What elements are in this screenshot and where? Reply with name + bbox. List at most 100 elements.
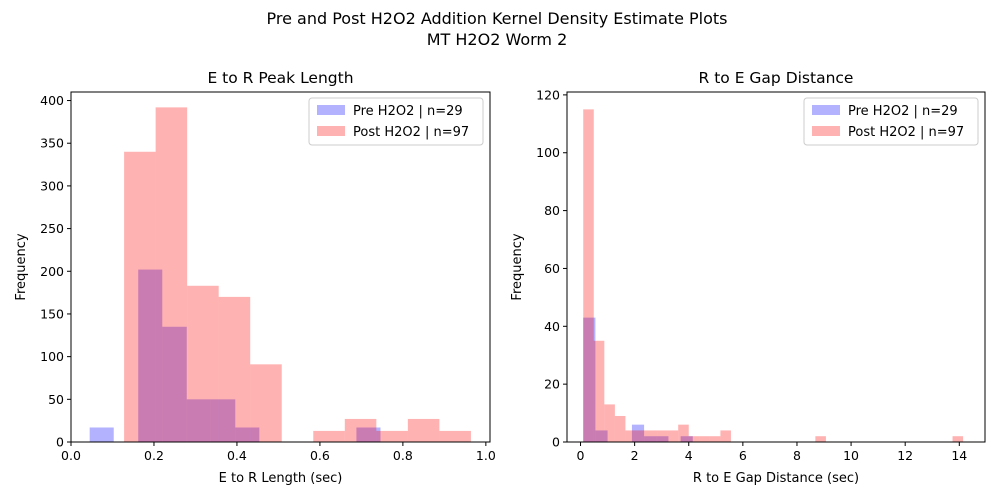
bar-pre-3	[162, 326, 187, 442]
legend-swatch-pre	[812, 105, 840, 115]
bar-post-1	[155, 107, 188, 443]
legend-box	[803, 97, 979, 146]
bar-pre-0	[89, 427, 114, 442]
legend-swatch-post	[317, 126, 345, 136]
bar-post-3	[614, 415, 626, 442]
bar-post-0	[583, 109, 594, 443]
bar-post-13	[720, 430, 731, 442]
y-tick-label: 150	[40, 306, 64, 321]
y-tick-label: 40	[544, 319, 560, 334]
legend-swatch-post	[812, 126, 840, 136]
bar-post-8	[376, 430, 408, 442]
x-tick-label: 0.4	[227, 448, 247, 463]
legend-label-post: Post H2O2 | n=97	[353, 125, 469, 140]
x-tick-label: 0.6	[310, 448, 330, 463]
bar-pre-5	[644, 436, 657, 442]
axes-frame	[70, 91, 491, 443]
x-tick-label: 1.0	[476, 448, 496, 463]
y-tick-label: 250	[40, 221, 64, 236]
legend-label-post: Post H2O2 | n=97	[848, 125, 964, 140]
y-tick-label: 120	[536, 87, 560, 102]
y-tick-label: 100	[536, 145, 560, 160]
bar-pre-4	[631, 424, 645, 442]
bar-post-3	[218, 296, 251, 442]
chart-panel-2: 0 2 4 6 8 10 12 14 0 20 40 60 80 100 120 R to E Gap Dis…	[510, 69, 986, 486]
x-axis-label: E to R Length (sec)	[219, 471, 343, 486]
bar-pre-2	[138, 269, 163, 442]
bar-post-5	[635, 430, 647, 442]
bar-post-7	[344, 418, 377, 442]
bar-post-10	[439, 430, 471, 442]
x-tick-label: 6	[739, 448, 747, 463]
x-tick-label: 0.8	[393, 448, 413, 463]
y-tick-label: 300	[40, 178, 64, 193]
y-tick-label: 60	[544, 261, 560, 276]
bar-pre-5	[210, 399, 236, 442]
bar-post-8	[667, 430, 679, 442]
series-post	[124, 107, 471, 443]
bar-post-15	[952, 436, 964, 442]
bar-pre-8	[680, 436, 693, 442]
y-tick-label: 50	[48, 392, 64, 407]
figure-title-line2: MT H2O2 Worm 2	[427, 30, 568, 49]
bar-pre-1	[595, 430, 608, 442]
bar-post-11	[699, 436, 710, 442]
y-tick-label: 400	[40, 93, 64, 108]
bar-post-6	[313, 430, 345, 442]
bar-post-4	[250, 364, 282, 442]
x-tick-label: 8	[793, 448, 801, 463]
bar-post-1	[593, 340, 605, 442]
axes-frame	[566, 91, 986, 443]
legend-label-pre: Pre H2O2 | n=29	[848, 104, 958, 119]
chart-title: R to E Gap Distance	[699, 69, 854, 87]
x-tick-label: 10	[843, 448, 859, 463]
y-axis-label: Frequency	[510, 233, 525, 300]
bar-post-7	[657, 430, 668, 442]
bar-post-2	[187, 285, 219, 442]
x-tick-label: 14	[951, 448, 967, 463]
x-tick-label: 12	[897, 448, 913, 463]
chart-panel-1: 0.0 0.2 0.4 0.6 0.8 1.0 0 50 100 150 200 250 300 350 4…	[14, 69, 496, 486]
bar-pre-4	[186, 399, 211, 442]
bar-post-2	[604, 404, 615, 442]
bar-post-9	[407, 418, 440, 442]
legend-box	[308, 97, 484, 146]
x-tick-label: 0.0	[61, 448, 81, 463]
chart-title: E to R Peak Length	[207, 69, 353, 87]
x-tick-label: 2	[631, 448, 639, 463]
y-tick-label: 100	[40, 349, 64, 364]
x-tick-label: 4	[685, 448, 693, 463]
bar-post-0	[124, 151, 156, 442]
bar-pre-0	[583, 317, 596, 442]
legend-swatch-pre	[317, 105, 345, 115]
legend: Pre H2O2 | n=29 Post H2O2 | n=97	[308, 97, 484, 146]
bar-post-4	[625, 430, 636, 442]
bar-post-9	[678, 424, 689, 442]
x-tick-label: 0.2	[144, 448, 164, 463]
series-pre	[583, 317, 693, 442]
bar-post-6	[646, 430, 658, 442]
figure-title-line1: Pre and Post H2O2 Addition Kernel Densit…	[266, 9, 727, 28]
series-pre	[89, 269, 381, 442]
x-tick-label: 0	[577, 448, 585, 463]
bar-post-10	[688, 436, 700, 442]
y-tick-label: 20	[544, 377, 560, 392]
series-post	[583, 109, 964, 443]
y-tick-label: 0	[56, 435, 64, 450]
bar-pre-6	[235, 427, 260, 442]
legend: Pre H2O2 | n=29 Post H2O2 | n=97	[803, 97, 979, 146]
y-axis-label: Frequency	[14, 233, 29, 300]
y-tick-label: 0	[552, 435, 560, 450]
bar-pre-6	[656, 436, 669, 442]
bar-pre-11	[356, 427, 381, 442]
bar-post-12	[709, 436, 721, 442]
x-axis-label: R to E Gap Distance (sec)	[693, 471, 859, 486]
bar-post-14	[815, 436, 826, 442]
y-tick-label: 80	[544, 203, 560, 218]
y-tick-label: 200	[40, 264, 64, 279]
legend-label-pre: Pre H2O2 | n=29	[353, 104, 463, 119]
y-tick-label: 350	[40, 136, 64, 151]
